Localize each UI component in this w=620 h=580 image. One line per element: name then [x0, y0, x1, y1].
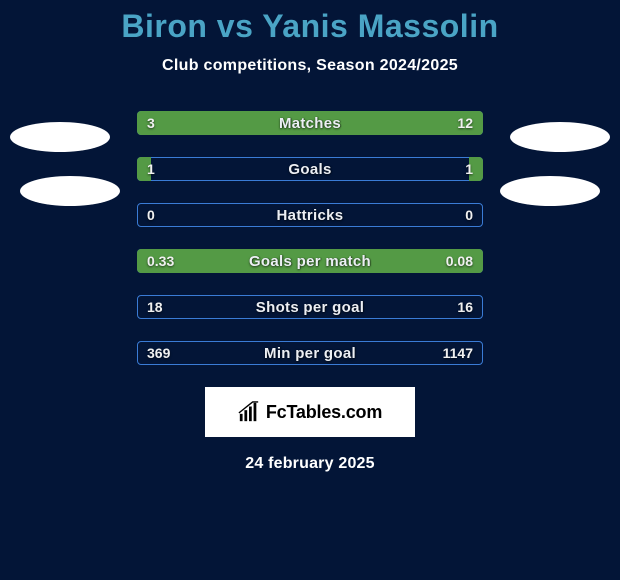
comparison-chart: 312Matches 11Goals 00Hattricks 0.330.08Goal… [0, 111, 620, 365]
footer-date: 24 february 2025 [0, 455, 620, 473]
stat-label: Goals per match [137, 249, 483, 273]
branding-text: FcTables.com [266, 402, 382, 423]
stat-label: Min per goal [137, 341, 483, 365]
stat-row: 0.330.08Goals per match [137, 249, 483, 273]
stat-label: Matches [137, 111, 483, 135]
stat-row: 3691147Min per goal [137, 341, 483, 365]
stat-row: 1816Shots per goal [137, 295, 483, 319]
stat-row: 00Hattricks [137, 203, 483, 227]
stat-label: Goals [137, 157, 483, 181]
page-title: Biron vs Yanis Massolin [0, 0, 620, 45]
stat-row: 11Goals [137, 157, 483, 181]
stat-label: Hattricks [137, 203, 483, 227]
stat-row: 312Matches [137, 111, 483, 135]
subtitle: Club competitions, Season 2024/2025 [0, 57, 620, 75]
branding-watermark: FcTables.com [205, 387, 415, 437]
bar-chart-icon [238, 401, 260, 423]
stat-label: Shots per goal [137, 295, 483, 319]
